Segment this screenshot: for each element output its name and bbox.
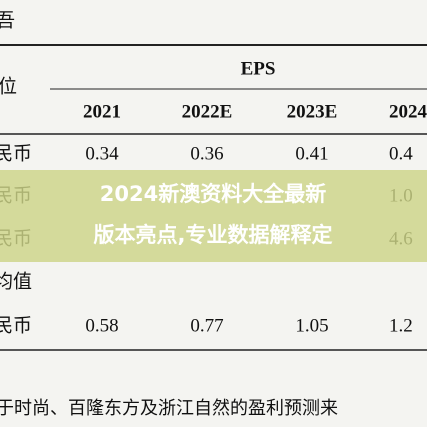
cell: 0.77 xyxy=(190,315,223,336)
cell: 1.2 xyxy=(389,315,413,336)
cell: 0.34 xyxy=(85,143,119,164)
cell: 1.05 xyxy=(295,315,328,336)
cell: 0.4 xyxy=(389,143,413,164)
column-header: 2023E xyxy=(287,101,338,122)
row-label: 民币 xyxy=(0,314,32,336)
row-label: 均值 xyxy=(0,270,32,292)
group-header: EPS xyxy=(241,58,276,79)
row-label: 民币 xyxy=(0,142,32,164)
column-header: 2022E xyxy=(182,101,233,122)
cell: 0.41 xyxy=(295,143,328,164)
corner-text: 吾 xyxy=(0,10,15,31)
banner-text: 2024新澳资料大全最新 xyxy=(100,182,326,206)
column-header: 2021 xyxy=(83,101,121,122)
unit-label: 位 xyxy=(0,75,17,97)
cell: 0.36 xyxy=(190,143,223,164)
cell: 0.58 xyxy=(85,315,118,336)
footnote: 于时尚、百隆东方及浙江自然的盈利预测来 xyxy=(0,398,338,418)
column-header: 2024 xyxy=(389,101,427,122)
banner-background xyxy=(0,170,427,262)
banner-text: 版本亮点,专业数据解释定 xyxy=(94,223,333,247)
